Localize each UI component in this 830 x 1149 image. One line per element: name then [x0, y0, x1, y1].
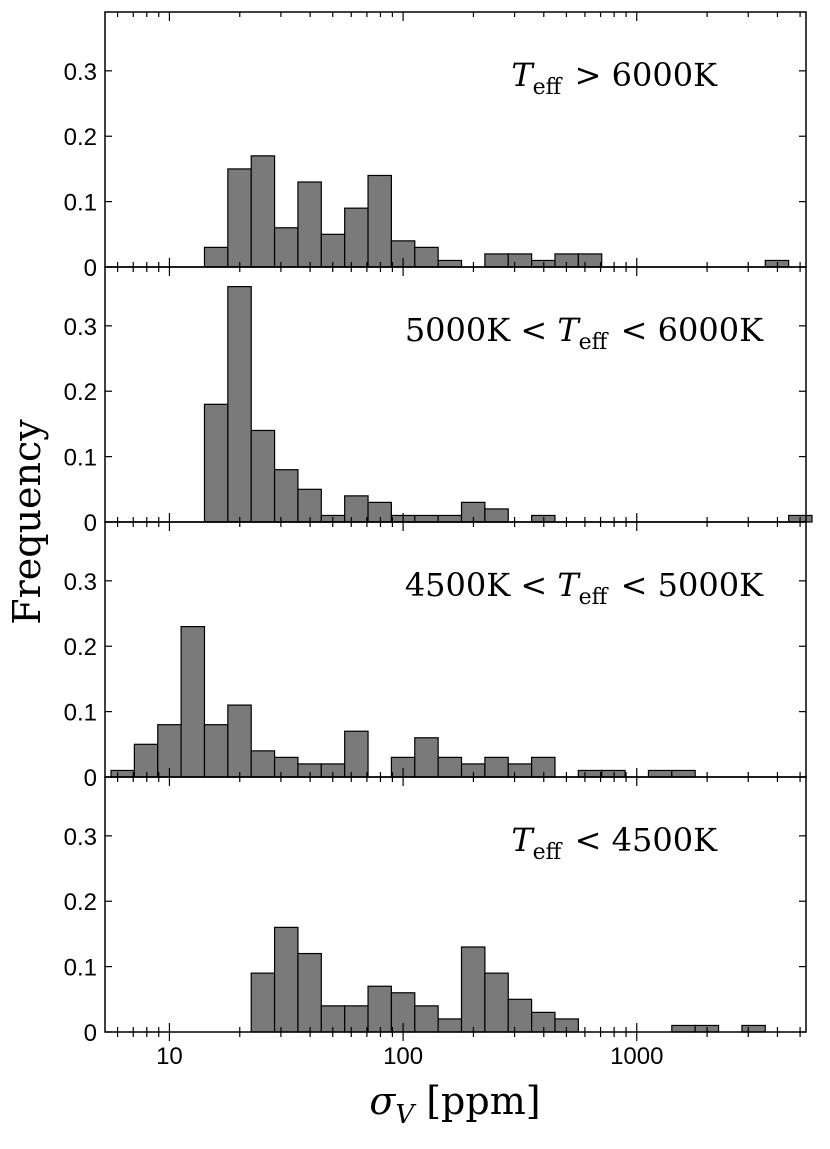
histogram-bar — [437, 259, 463, 268]
histogram-bar — [367, 985, 393, 1033]
y-tick-label: 0 — [84, 1020, 97, 1047]
y-axis-label: Frequency — [5, 419, 49, 625]
histogram-bar — [273, 227, 299, 268]
y-tick-label: 0.3 — [64, 824, 97, 851]
histogram-bar — [367, 501, 393, 523]
x-tick-label: 100 — [383, 1043, 423, 1070]
histogram-bar — [344, 495, 369, 523]
y-tick-label: 0.1 — [64, 190, 97, 217]
y-tick-label: 0.2 — [64, 379, 97, 406]
y-tick-label: 0.2 — [64, 889, 97, 916]
histogram-bar — [344, 207, 369, 268]
y-tick-label: 0.2 — [64, 124, 97, 151]
panel-2: 0 0.1 0.2 0.3 5000K < Teff < 6000K — [64, 266, 813, 537]
y-tick-label: 0.1 — [64, 445, 97, 472]
histogram-bar — [203, 403, 229, 523]
histogram-bar — [460, 946, 486, 1033]
histogram-bar — [437, 514, 463, 523]
histogram-bar — [367, 174, 393, 268]
y-tick-label: 0.3 — [64, 569, 97, 596]
y-tick-label: 0.1 — [64, 700, 97, 727]
histogram-bar — [250, 972, 276, 1033]
panel-frame — [104, 776, 807, 1033]
histogram-bar — [507, 763, 533, 778]
histogram-bar — [741, 1024, 766, 1033]
histogram-bar — [414, 737, 439, 778]
y-tick-label: 0.1 — [64, 955, 97, 982]
histogram-bar — [437, 1018, 463, 1033]
x-axis-label: σV [ppm] — [369, 1079, 540, 1130]
histogram-bar — [250, 750, 276, 778]
histogram-bar — [647, 769, 673, 778]
histogram-bar — [437, 756, 463, 778]
histogram-bar — [110, 769, 135, 778]
panel-3: 0 0.1 0.2 0.3 4500K < Teff < 5000K — [64, 521, 807, 792]
histogram-bar — [414, 246, 439, 268]
histogram-bar — [227, 704, 252, 778]
histogram-bar — [671, 769, 696, 778]
y-tick-label: 0 — [84, 510, 97, 537]
histogram-bar — [671, 1024, 696, 1033]
y-tick-label: 0.3 — [64, 314, 97, 341]
x-tick-label: 10 — [156, 1043, 183, 1070]
histogram-bar — [344, 1005, 369, 1033]
histogram-bar — [484, 508, 509, 523]
histogram-bar — [133, 743, 159, 778]
panel-frame — [104, 11, 807, 268]
y-tick-label: 0.2 — [64, 634, 97, 661]
histogram-bar — [414, 1005, 439, 1033]
histogram-bar — [484, 756, 509, 778]
histogram-bar — [203, 724, 229, 778]
histogram-bar — [484, 253, 509, 268]
histogram-bar — [577, 769, 603, 778]
panel-1: 0 0.1 0.2 0.3 Teff > 6000K — [64, 11, 807, 282]
panel-title: Teff > 6000K — [511, 56, 718, 100]
histogram-bar — [414, 514, 439, 523]
x-tick-label: 1000 — [610, 1043, 663, 1070]
histogram-bar — [507, 998, 533, 1033]
x-axis: 10 100 1000 — [116, 12, 801, 1070]
histogram-bar — [273, 756, 299, 778]
histogram-bar — [297, 952, 322, 1033]
panel-title: Teff < 4500K — [511, 821, 718, 865]
histogram-bar — [227, 168, 252, 268]
histogram-bar — [250, 429, 276, 523]
histogram-bar — [273, 469, 299, 523]
histogram-bar — [227, 286, 252, 523]
histogram-bar — [273, 926, 299, 1033]
y-tick-label: 0.3 — [64, 59, 97, 86]
histogram-bar — [601, 769, 626, 778]
panel-title: 4500K < Teff < 5000K — [405, 566, 764, 610]
histogram-bar — [344, 730, 369, 778]
histogram-bar — [297, 181, 322, 268]
panel-4: 0 0.1 0.2 0.3 Teff < 4500K — [64, 776, 807, 1047]
histogram-bar — [577, 253, 603, 268]
y-tick-label: 0 — [84, 765, 97, 792]
histogram-bar — [507, 253, 533, 268]
histogram-bar — [203, 246, 229, 268]
histogram-bar — [484, 972, 509, 1033]
panel-title: 5000K < Teff < 6000K — [405, 311, 764, 355]
histogram-bar — [250, 155, 276, 268]
y-tick-label: 0 — [84, 255, 97, 282]
panels-layer: 0 0.1 0.2 0.3 Teff > 6000K 0 0.1 0.2 0.3 5000K < … — [64, 11, 813, 1047]
histogram-bar — [180, 626, 206, 778]
